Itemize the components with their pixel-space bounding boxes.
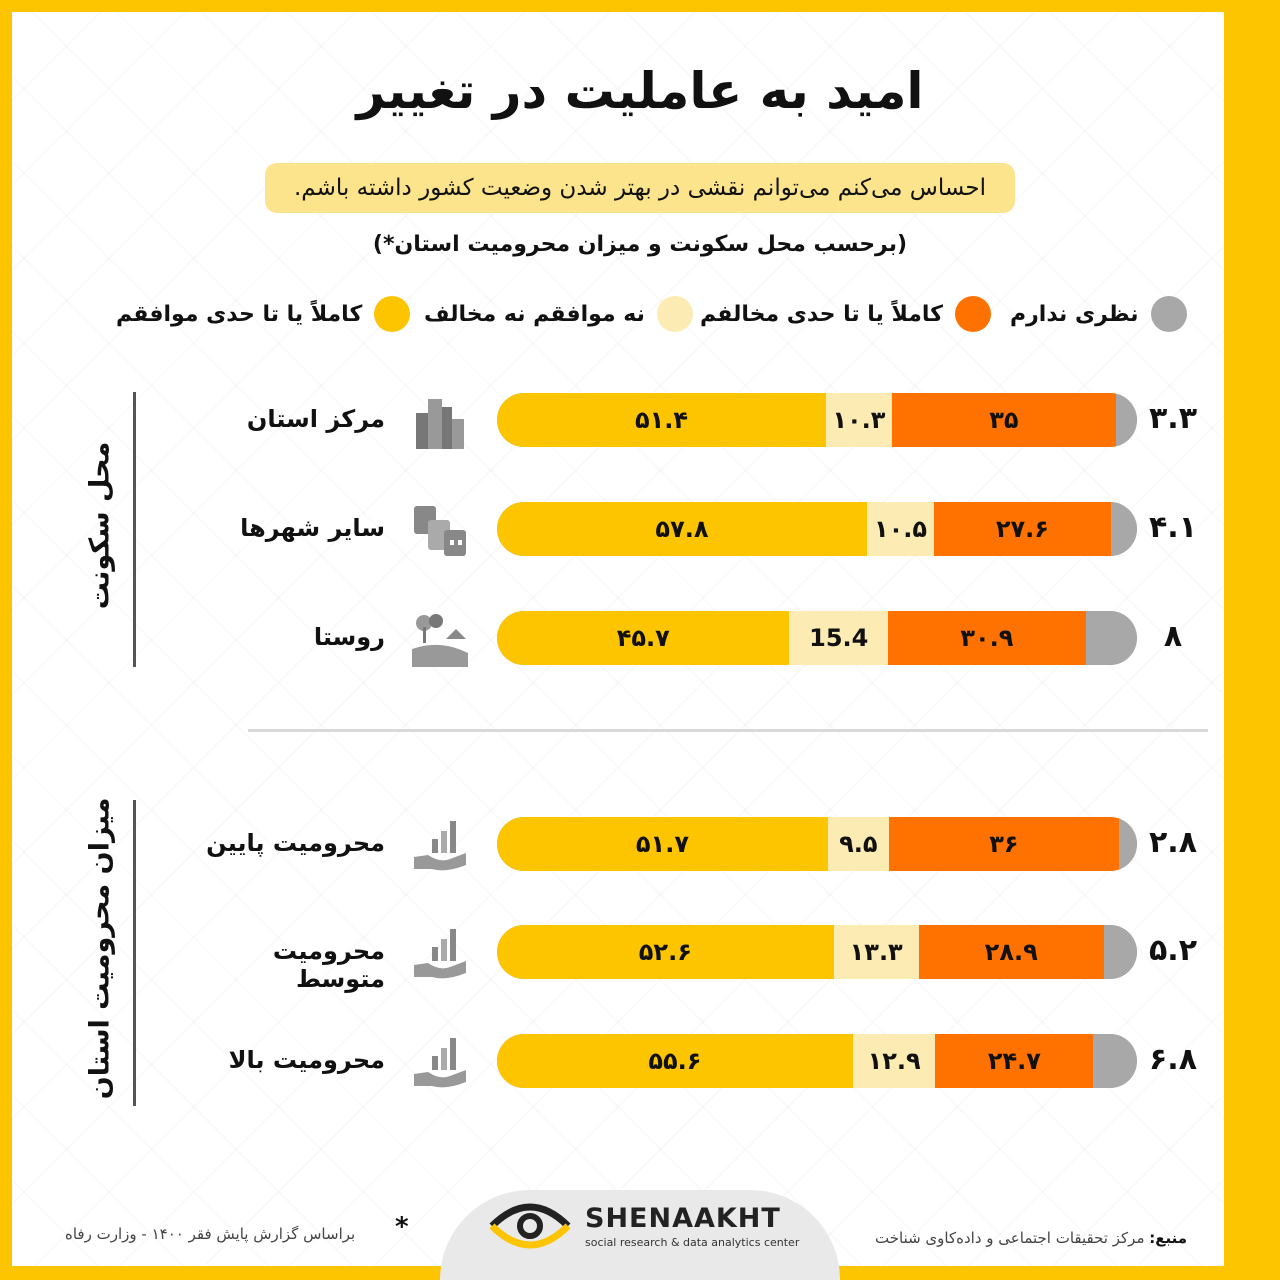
bar-segment-neutral: 15.4 — [789, 611, 889, 665]
breakdown-note: (برحسب محل سکونت و میزان محرومیت استان*) — [372, 232, 908, 257]
group-divider-residence — [133, 392, 136, 667]
bar-segment-no-opinion — [1085, 611, 1137, 665]
hand-chart-icon — [410, 923, 470, 983]
no-opinion-value: ۲.۸ — [1148, 825, 1198, 860]
legend-disagree: کاملاً یا تا حدی مخالفم — [700, 292, 991, 336]
page-title: امید به عاملیت در تغییر — [356, 62, 924, 120]
legend-dot-agree — [374, 296, 411, 332]
bar-segment-disagree: ۳۵ — [891, 393, 1116, 447]
row-label: مرکز استان — [246, 405, 385, 433]
source-text: مرکز تحقیقات اجتماعی و داده‌کاوی شناخت — [875, 1229, 1145, 1247]
no-opinion-value: ۴.۱ — [1148, 510, 1198, 545]
legend-no-opinion: نظری ندارم — [1010, 292, 1187, 336]
legend-label-no-opinion: نظری ندارم — [1010, 301, 1139, 327]
bar-segment-agree: ۵۱.۷ — [497, 817, 828, 871]
section-separator — [248, 729, 1208, 732]
no-opinion-value: ۸ — [1163, 619, 1183, 654]
bar-segment-neutral: ۱۰.۵ — [866, 502, 935, 556]
bar-segment-neutral: ۱۳.۳ — [833, 925, 919, 979]
source-credit: منبع: مرکز تحقیقات اجتماعی و داده‌کاوی ش… — [875, 1229, 1187, 1247]
legend-dot-neutral — [656, 296, 693, 332]
group-label-deprivation: میزان محرومیت استان — [84, 797, 116, 1100]
source-label: منبع: — [1149, 1229, 1188, 1247]
bar-segment-no-opinion — [1119, 817, 1137, 871]
row-label: محرومیت بالا — [228, 1046, 385, 1074]
group-divider-deprivation — [133, 800, 136, 1106]
footnote-text: براساس گزارش پایش فقر ۱۴۰۰ - وزارت رفاه — [65, 1225, 356, 1243]
bar-segment-agree: ۵۵.۶ — [497, 1034, 853, 1088]
logo-name: SHENAAKHT — [585, 1203, 781, 1234]
hand-chart-icon — [410, 815, 470, 875]
eye-logo-icon — [489, 1203, 571, 1249]
row-label: محرومیت پایین — [206, 829, 385, 857]
row-label: سایر شهرها — [240, 514, 385, 542]
bar-segment-neutral: ۱۰.۳ — [825, 393, 892, 447]
stacked-bar: ۵۱.۴ ۱۰.۳ ۳۵ — [497, 393, 1137, 447]
bar-segment-agree: ۴۵.۷ — [497, 611, 790, 665]
bar-segment-agree: ۵۱.۴ — [497, 393, 826, 447]
bar-segment-no-opinion — [1093, 1034, 1137, 1088]
skyscraper-icon — [410, 391, 470, 451]
legend-agree: کاملاً یا تا حدی موافقم — [116, 292, 411, 336]
legend-label-neutral: نه موافقم نه مخالف — [424, 301, 645, 327]
footnote-star: * — [395, 1212, 409, 1242]
bar-segment-agree: ۵۷.۸ — [497, 502, 867, 556]
bar-segment-agree: ۵۲.۶ — [497, 925, 834, 979]
stacked-bar: ۵۲.۶ ۱۳.۳ ۲۸.۹ — [497, 925, 1137, 979]
stacked-bar: ۴۵.۷ 15.4 ۳۰.۹ — [497, 611, 1137, 665]
statement-pill: احساس می‌کنم می‌توانم نقشی در بهتر شدن و… — [265, 163, 1015, 213]
bar-segment-no-opinion — [1115, 393, 1137, 447]
group-label-residence: محل سکونت — [84, 441, 116, 610]
bar-segment-disagree: ۲۷.۶ — [934, 502, 1111, 556]
stacked-bar: ۵۷.۸ ۱۰.۵ ۲۷.۶ — [497, 502, 1137, 556]
bar-segment-disagree: ۲۸.۹ — [918, 925, 1104, 979]
village-icon — [410, 609, 470, 669]
legend-dot-no-opinion — [1150, 296, 1187, 332]
bar-segment-neutral: ۹.۵ — [827, 817, 889, 871]
no-opinion-value: ۵.۲ — [1148, 933, 1198, 968]
hand-chart-icon — [410, 1032, 470, 1092]
stacked-bar: ۵۱.۷ ۹.۵ ۳۶ — [497, 817, 1137, 871]
no-opinion-value: ۶.۸ — [1148, 1042, 1198, 1077]
buildings-icon — [410, 500, 470, 560]
row-label: محرومیت متوسط — [272, 937, 385, 993]
bar-segment-neutral: ۱۲.۹ — [852, 1034, 936, 1088]
legend-neutral: نه موافقم نه مخالف — [424, 292, 693, 336]
bar-segment-disagree: ۳۰.۹ — [888, 611, 1086, 665]
legend-label-disagree: کاملاً یا تا حدی مخالفم — [700, 301, 943, 327]
bar-segment-disagree: ۳۶ — [888, 817, 1120, 871]
row-label: روستا — [313, 623, 385, 651]
no-opinion-value: ۳.۳ — [1148, 401, 1198, 436]
legend-label-agree: کاملاً یا تا حدی موافقم — [116, 301, 363, 327]
bar-segment-disagree: ۲۴.۷ — [935, 1034, 1094, 1088]
stacked-bar: ۵۵.۶ ۱۲.۹ ۲۴.۷ — [497, 1034, 1137, 1088]
legend-dot-disagree — [954, 296, 991, 332]
logo-tagline: social research & data analytics center — [585, 1236, 800, 1249]
statement-text: احساس می‌کنم می‌توانم نقشی در بهتر شدن و… — [294, 175, 987, 201]
